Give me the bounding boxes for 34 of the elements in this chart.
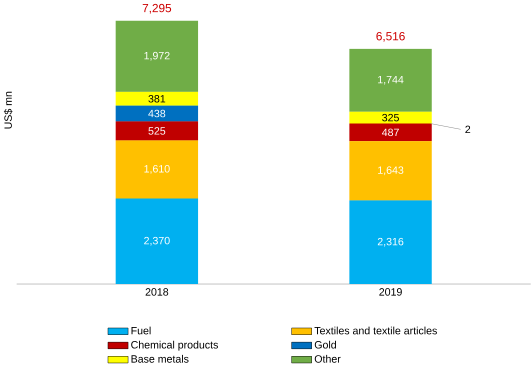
bar [116, 140, 198, 198]
data-label: 438 [148, 110, 166, 118]
data-label: 1,972 [144, 52, 170, 61]
total-label: 7,295 [142, 4, 172, 14]
y-axis-title: US$ mn [4, 92, 13, 129]
data-label: 2 [465, 126, 470, 133]
legend-label: Fuel [132, 326, 151, 334]
bar [349, 124, 432, 142]
bar [349, 48, 432, 112]
data-label: 487 [382, 128, 399, 136]
data-label: 2,316 [378, 238, 404, 247]
bar [116, 106, 198, 122]
x-tick-label: 2019 [379, 288, 402, 296]
bar [349, 141, 432, 200]
legend-label: Base metals [132, 354, 189, 363]
data-label: 1,643 [378, 166, 404, 176]
legend-label: Other [314, 354, 341, 363]
data-label: 325 [382, 114, 399, 122]
bar [116, 20, 198, 92]
data-label: 525 [148, 127, 166, 135]
bar [116, 198, 198, 284]
legend-label: Textiles and textile articles [314, 326, 437, 334]
bar [116, 121, 198, 140]
legend-label: Chemical products [131, 340, 218, 351]
data-label: 381 [148, 94, 166, 102]
x-tick-label: 2018 [146, 288, 168, 296]
legend-label: Gold [314, 340, 336, 349]
data-label: 1,610 [144, 165, 170, 174]
total-label: 6,516 [376, 32, 405, 42]
bar [349, 200, 432, 284]
data-label: 1,744 [378, 76, 404, 85]
bar [116, 92, 198, 106]
data-label: 2,370 [144, 236, 170, 246]
bar [349, 112, 432, 124]
